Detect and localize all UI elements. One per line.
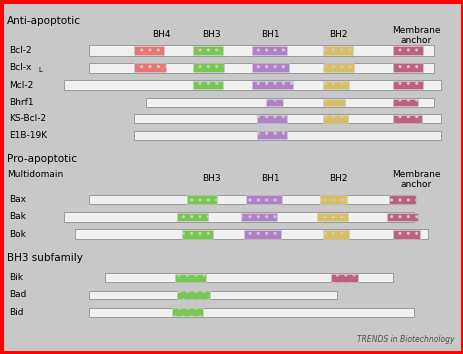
Text: Mcl-2: Mcl-2 <box>9 81 33 90</box>
Bar <box>134 63 166 73</box>
Text: BH1: BH1 <box>261 173 279 183</box>
Bar <box>388 195 415 204</box>
Bar <box>177 212 208 221</box>
Bar <box>322 115 347 122</box>
Text: Bax: Bax <box>9 195 26 204</box>
Text: TRENDS in Biotechnology: TRENDS in Biotechnology <box>357 335 454 344</box>
Bar <box>252 81 293 90</box>
Bar <box>317 212 348 221</box>
Text: E1B-19K: E1B-19K <box>9 131 47 140</box>
Bar <box>393 230 419 239</box>
Bar <box>257 131 286 139</box>
Text: Bak: Bak <box>9 212 26 221</box>
Text: BH2: BH2 <box>329 173 347 183</box>
Text: Bhrf1: Bhrf1 <box>9 98 34 107</box>
Bar <box>75 229 426 239</box>
Bar <box>393 115 421 122</box>
Text: Bcl-x: Bcl-x <box>9 63 31 72</box>
Bar <box>193 46 222 55</box>
Text: Multidomain: Multidomain <box>7 170 63 179</box>
Bar <box>134 131 440 140</box>
Bar <box>134 114 440 123</box>
Text: BH3: BH3 <box>202 30 220 39</box>
Text: KS-Bcl-2: KS-Bcl-2 <box>9 114 46 123</box>
Bar <box>386 212 417 221</box>
Bar <box>134 46 163 55</box>
Text: Bcl-2: Bcl-2 <box>9 46 32 55</box>
Text: BH1: BH1 <box>261 30 279 39</box>
Text: Bok: Bok <box>9 230 26 239</box>
Bar <box>322 81 349 90</box>
Bar <box>88 308 413 316</box>
Bar <box>175 274 206 281</box>
Bar <box>105 273 393 282</box>
Bar <box>252 46 286 55</box>
Text: Membrane
anchor: Membrane anchor <box>391 26 439 46</box>
Bar <box>319 195 346 204</box>
Bar <box>257 115 286 122</box>
Bar <box>63 80 440 90</box>
Bar <box>322 63 353 73</box>
Text: BH3 subfamily: BH3 subfamily <box>7 253 82 263</box>
Bar <box>393 81 422 90</box>
Bar <box>265 98 283 106</box>
Bar <box>88 195 413 204</box>
Bar <box>177 291 210 299</box>
Text: BH2: BH2 <box>329 30 347 39</box>
Text: Membrane
anchor: Membrane anchor <box>391 170 439 189</box>
Bar <box>88 291 336 299</box>
Bar <box>193 63 224 73</box>
Bar <box>88 45 433 56</box>
Text: Bad: Bad <box>9 290 26 299</box>
Bar <box>186 195 217 204</box>
Bar <box>393 46 422 55</box>
Bar <box>322 46 352 55</box>
Bar <box>193 81 222 90</box>
Bar <box>393 63 422 73</box>
Text: BH3: BH3 <box>202 173 220 183</box>
Bar <box>245 195 282 204</box>
Text: Pro-apoptotic: Pro-apoptotic <box>7 154 77 165</box>
Bar <box>393 98 418 106</box>
Bar <box>88 63 433 73</box>
Bar <box>322 230 349 239</box>
Bar <box>241 212 277 221</box>
Bar <box>244 230 280 239</box>
Text: Bid: Bid <box>9 308 24 317</box>
Text: BH4: BH4 <box>152 30 170 39</box>
Text: Anti-apoptotic: Anti-apoptotic <box>7 16 81 26</box>
Bar <box>252 63 288 73</box>
Bar <box>63 212 413 222</box>
Bar <box>145 98 433 107</box>
Bar <box>181 230 213 239</box>
Bar <box>172 308 202 316</box>
Bar <box>331 274 357 281</box>
Text: L: L <box>39 67 43 73</box>
Text: Bik: Bik <box>9 273 23 282</box>
Bar <box>322 98 344 106</box>
